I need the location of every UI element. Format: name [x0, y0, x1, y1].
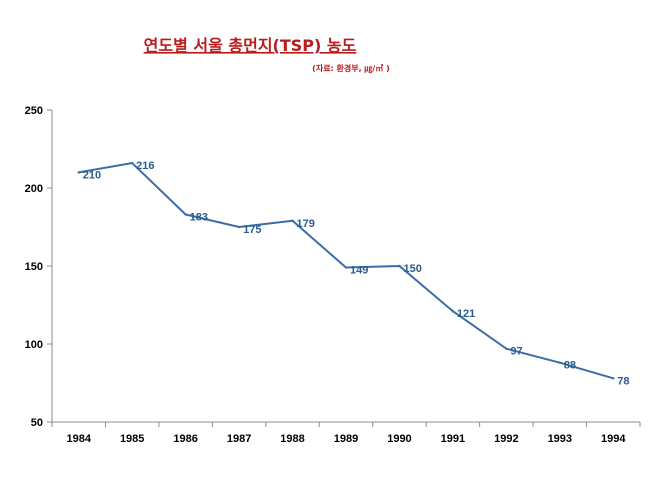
x-tick-label: 1985	[120, 433, 144, 445]
y-tick-label: 150	[25, 261, 43, 273]
y-tick-label: 250	[25, 105, 43, 117]
data-point	[184, 213, 187, 216]
x-tick-label: 1994	[601, 433, 626, 445]
data-label: 183	[190, 212, 208, 224]
data-point	[291, 219, 294, 222]
data-point	[130, 161, 134, 165]
series-line	[78, 162, 614, 380]
chart-title: 연도별 서울 총먼지(TSP) 농도	[144, 36, 357, 55]
x-tick-label: 1989	[334, 433, 358, 445]
data-label: 78	[617, 375, 629, 387]
data-point	[505, 347, 508, 350]
data-label: 216	[136, 160, 154, 172]
data-label: 210	[83, 169, 101, 181]
x-tick-label: 1987	[227, 433, 251, 445]
data-label: 149	[350, 265, 368, 277]
data-point	[612, 377, 615, 380]
y-tick-label: 50	[31, 417, 43, 429]
data-label: 121	[457, 308, 475, 320]
plot-area: 50 100 150 200 250 1984 1985 1986 1987 1988 1989 19…	[25, 105, 641, 445]
x-tick-label: 1992	[494, 433, 518, 445]
data-label: 179	[297, 218, 315, 230]
x-tick-label: 1984	[66, 433, 91, 445]
data-point	[451, 310, 455, 313]
y-tick-label: 100	[25, 339, 43, 351]
x-tick-label: 1988	[280, 433, 304, 445]
data-label: 88	[564, 360, 576, 372]
y-tick-label: 200	[25, 183, 43, 195]
data-point	[77, 171, 80, 174]
data-label: 175	[243, 224, 261, 236]
data-label: 97	[510, 346, 522, 358]
chart-subtitle: (자료: 환경부, ㎍/㎥ )	[312, 63, 390, 74]
data-point	[237, 225, 241, 229]
x-tick-label: 1993	[548, 433, 572, 445]
data-point	[398, 264, 401, 268]
data-point	[558, 361, 562, 364]
x-tick-label: 1991	[441, 433, 465, 445]
x-tick-label: 1986	[173, 433, 197, 445]
x-tick-label: 1990	[387, 433, 411, 445]
data-label: 150	[403, 263, 421, 275]
data-point	[344, 266, 348, 269]
